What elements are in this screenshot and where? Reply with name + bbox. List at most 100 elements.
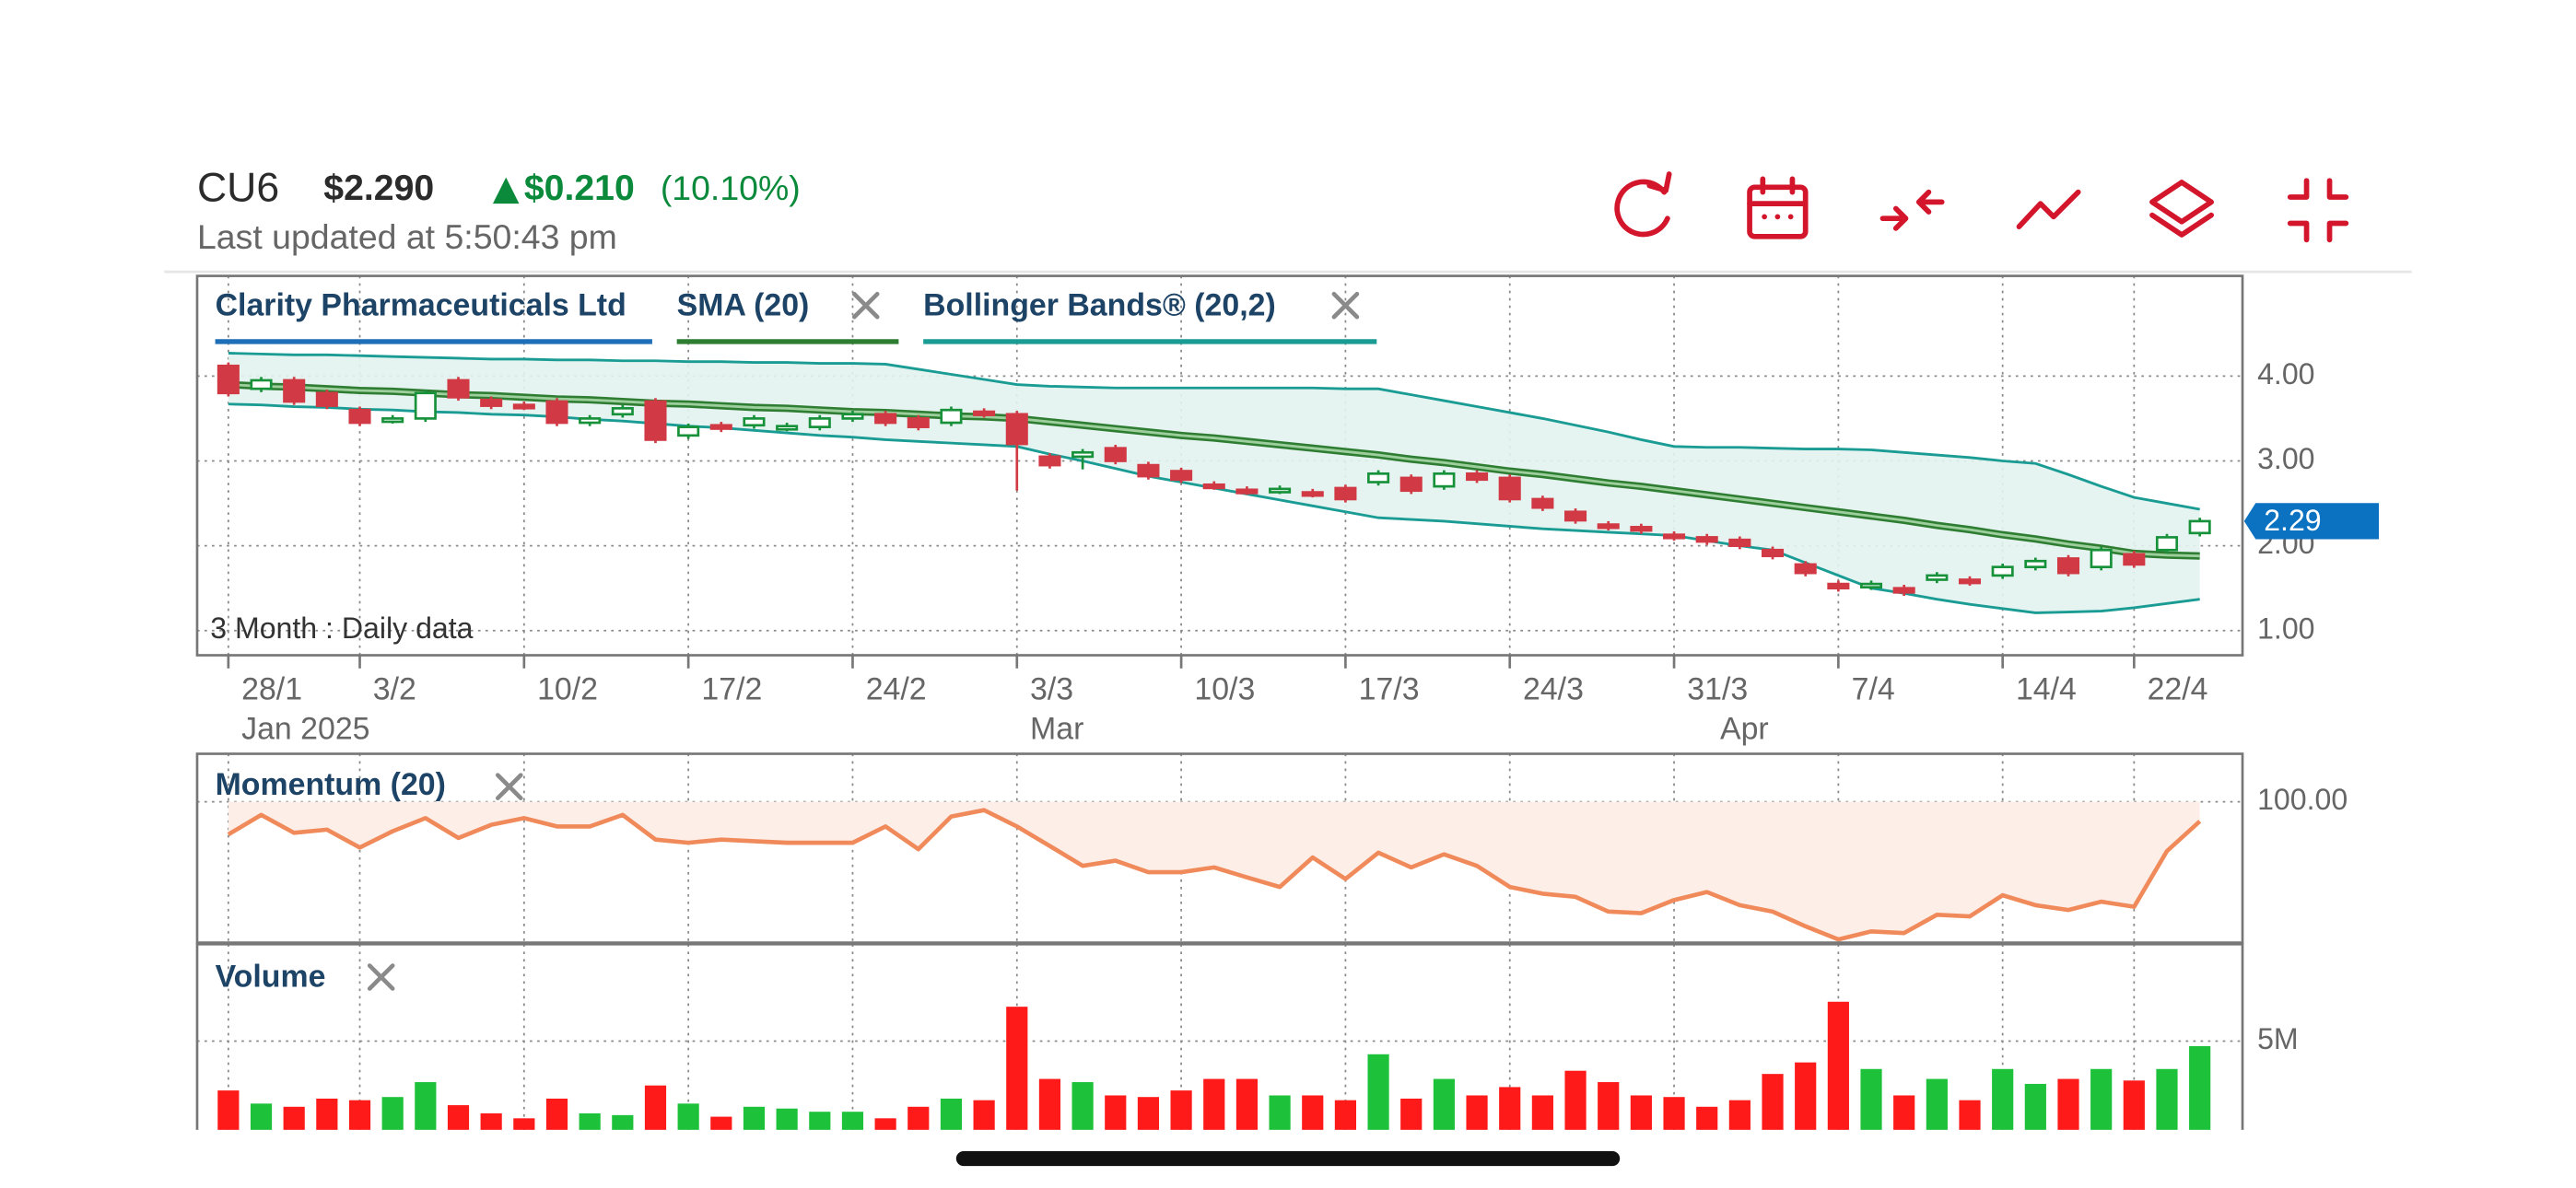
volume-bar: [1203, 1078, 1225, 1130]
candle-body: [940, 408, 963, 425]
volume-bar: [217, 1090, 240, 1130]
volume-bar: [2024, 1083, 2046, 1130]
indicators-button[interactable]: [2016, 189, 2081, 229]
volume-bar: [1696, 1106, 1718, 1130]
candle-body: [579, 417, 602, 425]
volume-bar: [1466, 1095, 1488, 1130]
candle-body: [808, 417, 831, 428]
volume-bar: [250, 1103, 273, 1130]
volume-bar: [316, 1098, 338, 1130]
volume-bar: [1400, 1098, 1423, 1130]
volume-bar: [1564, 1070, 1587, 1130]
candle-body: [1761, 548, 1785, 558]
volume-bar: [973, 1100, 995, 1130]
price: $2.290: [323, 168, 434, 208]
candle-body: [2090, 548, 2113, 569]
volume-bar: [1302, 1095, 1324, 1130]
candle-body: [1367, 472, 1390, 483]
volume-bar: [612, 1114, 634, 1130]
volume-bar: [1959, 1100, 1981, 1130]
candle-body: [2024, 559, 2047, 569]
volume-bar: [1170, 1090, 1192, 1130]
remove-button[interactable]: [851, 291, 880, 320]
volume-bar: [776, 1108, 798, 1130]
candle-body: [1466, 472, 1489, 482]
volume-bar: [907, 1106, 930, 1130]
x-tick-label: 22/4: [2148, 672, 2208, 707]
candle-body: [2056, 557, 2080, 575]
candle-body: [776, 425, 799, 431]
candle-body: [1531, 497, 1554, 509]
candle-body: [1202, 483, 1225, 490]
legend-label: SMA (20): [677, 287, 810, 322]
x-tick-label: 10/3: [1194, 672, 1255, 707]
y-tick-label: 4.00: [2257, 357, 2314, 390]
y-tick-label: 1.00: [2257, 611, 2314, 645]
candle-body: [611, 407, 634, 416]
volume-bar: [381, 1097, 404, 1130]
candle-body: [1827, 582, 1850, 590]
remove-button[interactable]: [367, 963, 395, 991]
remove-icon: [1331, 291, 1360, 320]
candle-body: [973, 410, 996, 416]
candle-body: [480, 398, 503, 407]
x-tick-label: 14/4: [2016, 672, 2077, 707]
layers-button[interactable]: [2149, 180, 2214, 238]
upper-band: [228, 352, 2200, 511]
candle-body: [1137, 463, 1160, 478]
remove-button[interactable]: [495, 773, 523, 800]
candle-body: [217, 364, 240, 395]
momentum-line: [227, 808, 2202, 942]
candle-body: [841, 413, 864, 420]
home-indicator: [955, 1151, 1621, 1167]
panel-title: Momentum (20): [216, 767, 446, 802]
volume-bar: [1038, 1078, 1061, 1130]
month-label: Jan 2025: [241, 711, 369, 746]
last-price-label: 2.29: [2264, 504, 2321, 537]
calendar-button[interactable]: [1747, 176, 1809, 239]
volume-bar: [644, 1085, 667, 1130]
volume-bar: [1893, 1095, 1915, 1130]
volume-bar: [1105, 1095, 1127, 1130]
volume-bar: [710, 1116, 732, 1130]
candle-body: [644, 400, 667, 441]
remove-icon: [495, 773, 523, 800]
compare-button[interactable]: [1879, 189, 1945, 231]
x-tick-label: 10/2: [537, 672, 598, 707]
x-tick-label: 17/3: [1359, 672, 1420, 707]
legend-label: Clarity Pharmaceuticals Ltd: [216, 287, 626, 322]
volume-bar: [1433, 1078, 1455, 1130]
legend-label: Bollinger Bands® (20,2): [923, 287, 1276, 322]
x-tick-label: 31/3: [1687, 672, 1748, 707]
frame: [195, 274, 2244, 657]
volume-bar: [1334, 1100, 1357, 1130]
candle-body: [709, 424, 732, 430]
candle-body: [2155, 536, 2179, 552]
symbol: CU6: [197, 166, 279, 211]
volume-bar: [1137, 1097, 1160, 1130]
charts: 28/1 3/2 10/2 17/2 24/2 3/3 10/3 17/3 24/3 31/3 7/…: [195, 274, 2380, 1130]
candle-body: [1695, 536, 1718, 543]
refresh-button[interactable]: [1614, 171, 1672, 238]
volume-bar: [513, 1118, 535, 1130]
candle-body: [1498, 476, 1521, 501]
volume-bar: [743, 1106, 766, 1130]
volume-bar: [1630, 1095, 1652, 1130]
collapse-button[interactable]: [2287, 178, 2349, 243]
month-label: Mar: [1030, 711, 1083, 746]
candle-body: [1433, 472, 1456, 488]
volume-bar: [677, 1103, 699, 1130]
panel-title: Volume: [216, 960, 326, 995]
candle-body: [1269, 487, 1292, 494]
candle-body: [1334, 486, 1357, 501]
remove-button[interactable]: [1331, 291, 1360, 320]
remove-icon: [367, 963, 395, 991]
volume-bar: [415, 1082, 437, 1130]
volume-bar: [1006, 1007, 1028, 1130]
y-tick-label: 3.00: [2257, 442, 2314, 475]
volume-bar: [841, 1112, 864, 1130]
candle-body: [348, 408, 371, 425]
change-pct: (10.10%): [661, 169, 801, 207]
candle-body: [1958, 578, 1982, 585]
x-tick-label: 28/1: [241, 672, 302, 707]
